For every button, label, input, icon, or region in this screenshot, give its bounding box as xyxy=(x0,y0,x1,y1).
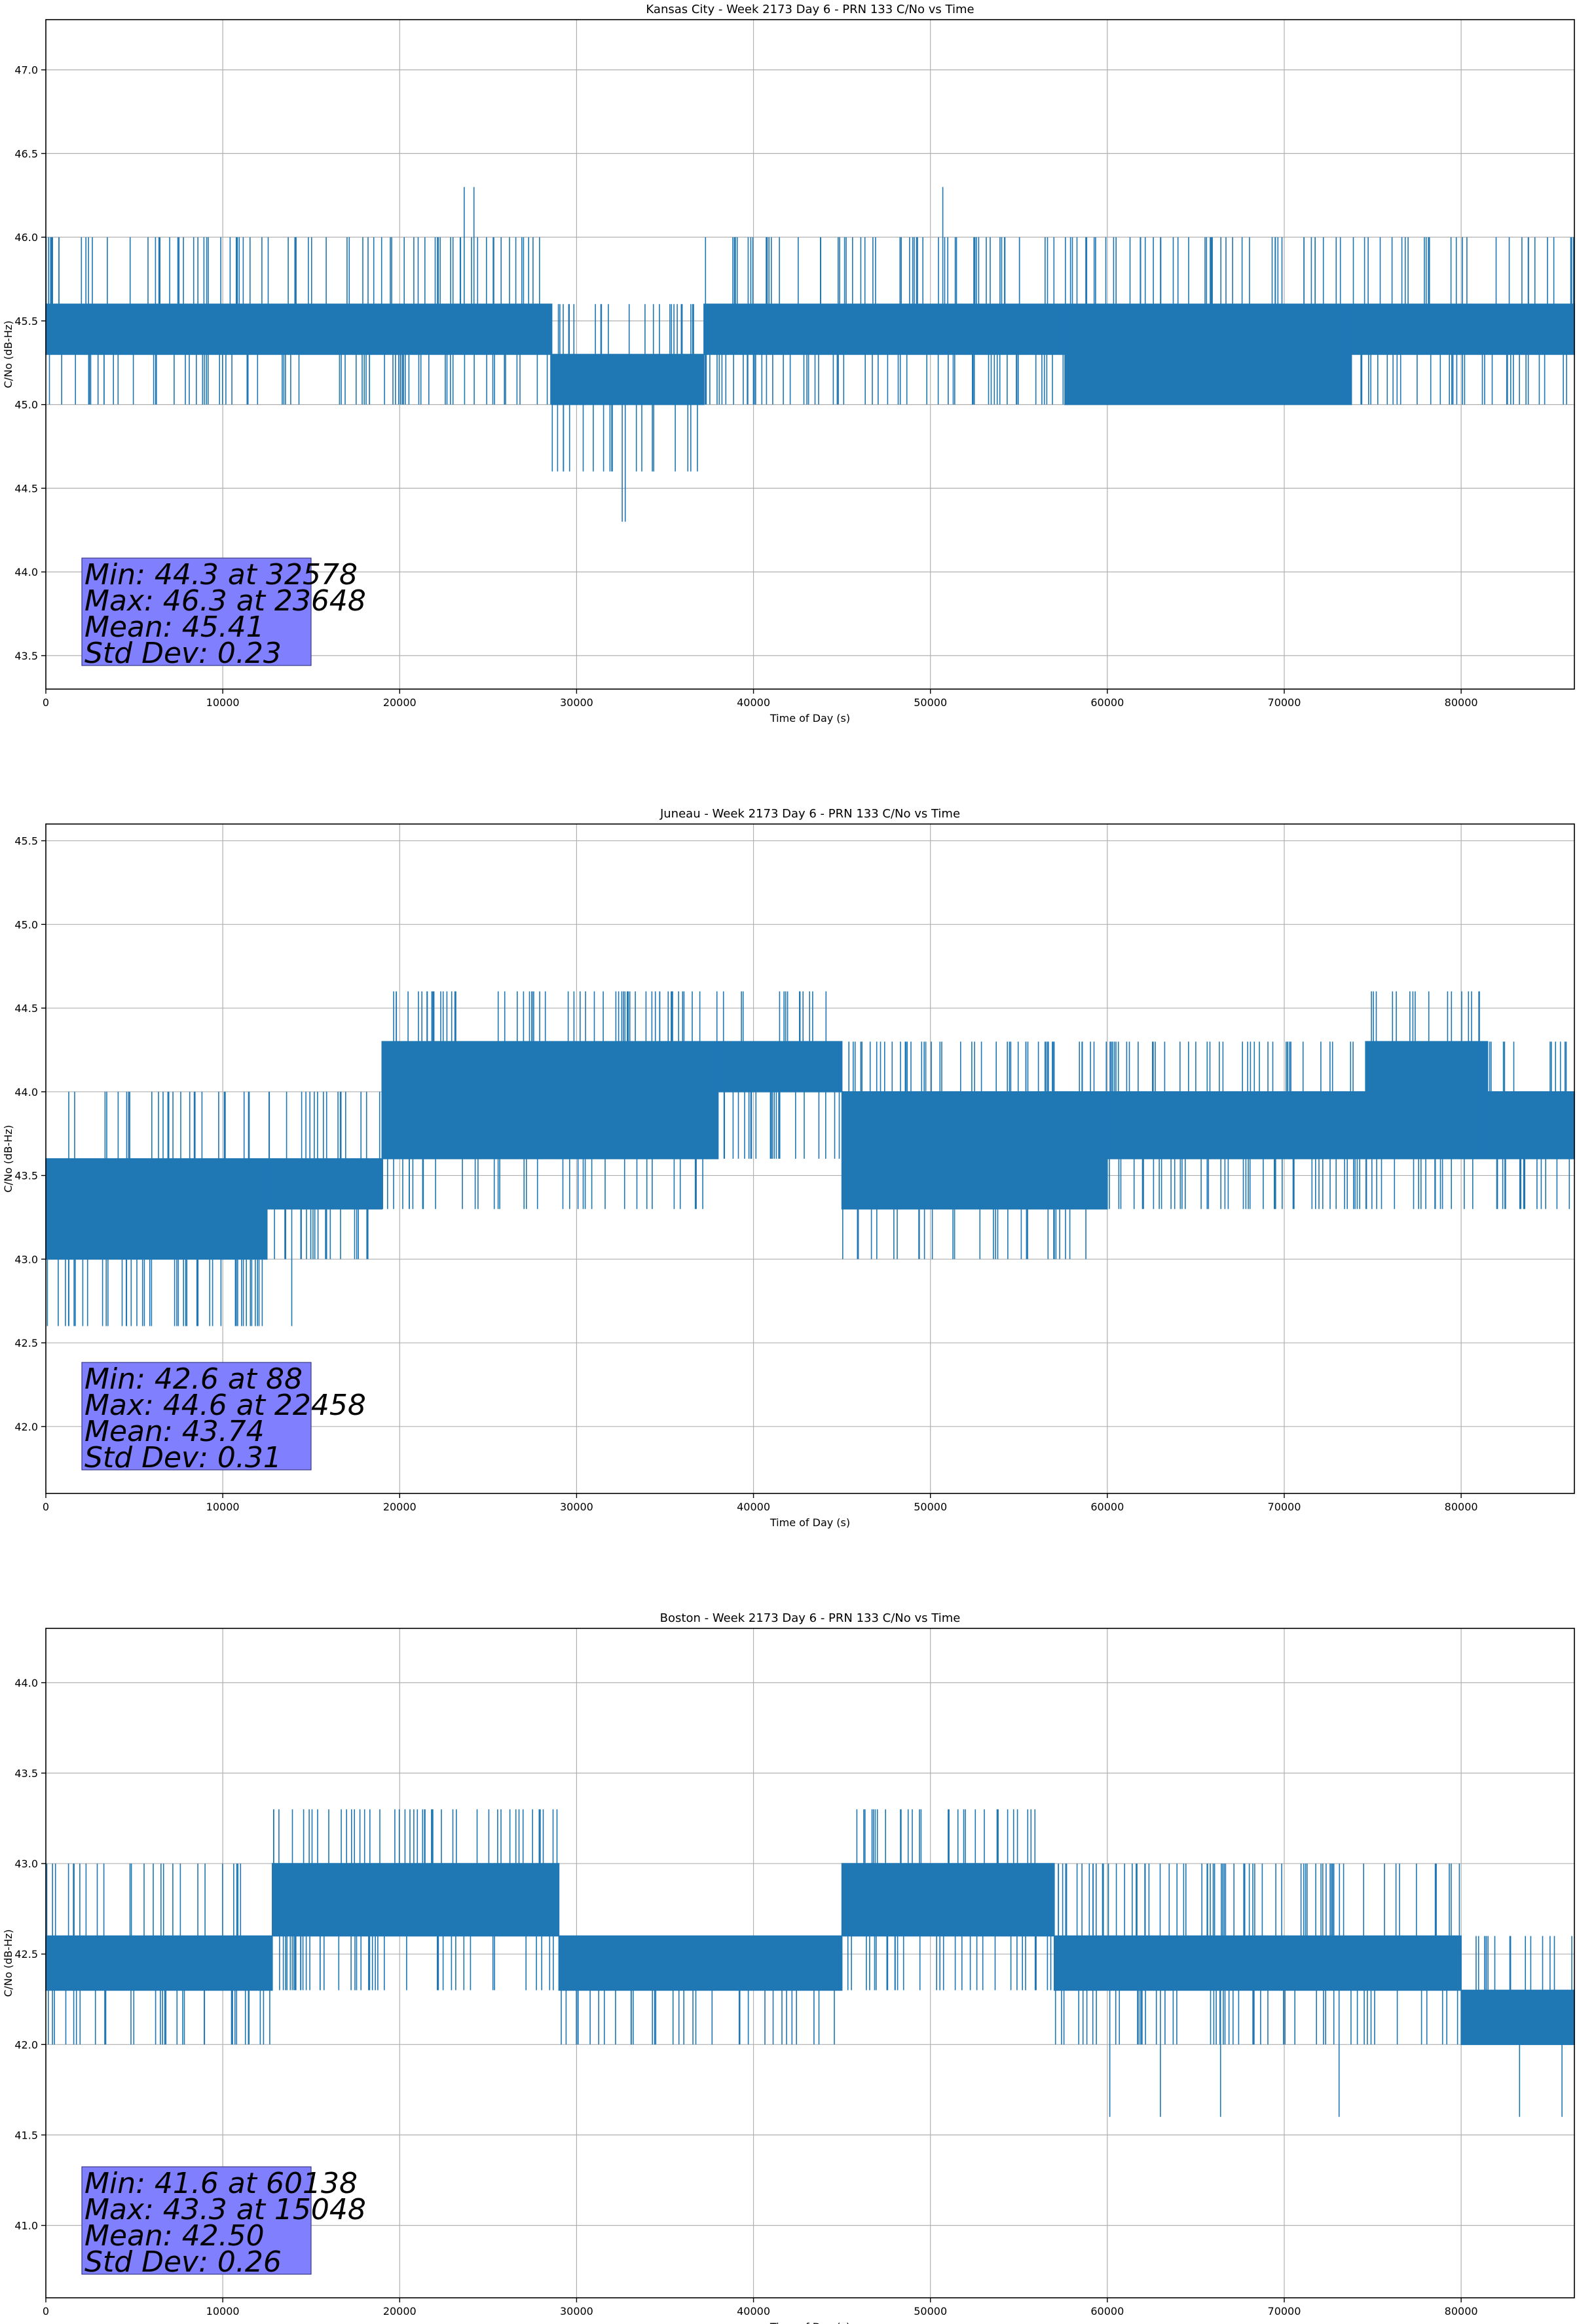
x-tick-label: 40000 xyxy=(737,2305,770,2317)
x-tick-label: 10000 xyxy=(206,1501,240,1513)
y-tick-label: 42.0 xyxy=(14,1421,38,1433)
stats-line: Min: 42.6 at 88 xyxy=(84,1362,303,1396)
chart-title: Juneau - Week 2173 Day 6 - PRN 133 C/No … xyxy=(659,807,960,821)
x-tick-label: 40000 xyxy=(737,696,770,709)
x-tick-label: 70000 xyxy=(1268,696,1301,709)
stats-line: Max: 43.3 at 15048 xyxy=(84,2193,366,2226)
x-tick-label: 20000 xyxy=(383,696,417,709)
stats-line: Max: 44.6 at 22458 xyxy=(84,1389,366,1422)
x-tick-label: 80000 xyxy=(1445,696,1478,709)
y-tick-label: 43.5 xyxy=(14,1170,38,1182)
x-axis-label: Time of Day (s) xyxy=(770,1516,850,1529)
y-tick-label: 47.0 xyxy=(14,64,38,77)
y-tick-label: 44.0 xyxy=(14,566,38,578)
plot-frame xyxy=(45,823,1575,1494)
x-tick-label: 70000 xyxy=(1268,2305,1301,2317)
x-tick-label: 50000 xyxy=(914,1501,947,1513)
x-tick-label: 10000 xyxy=(206,2305,240,2317)
x-tick-label: 30000 xyxy=(560,2305,593,2317)
y-tick-label: 44.5 xyxy=(14,1002,38,1015)
x-tick-label: 60000 xyxy=(1090,2305,1124,2317)
y-tick-label: 41.0 xyxy=(14,2220,38,2232)
stats-box xyxy=(81,1362,312,1471)
stats-line: Std Dev: 0.26 xyxy=(84,2245,282,2279)
chart-panel-1: 0 10000 20000 30000 40000 50000 60000 70000 8000… xyxy=(2,3,1575,724)
chart-title: Boston - Week 2173 Day 6 - PRN 133 C/No … xyxy=(660,1611,961,1625)
y-tick-label: 46.5 xyxy=(14,147,38,160)
y-tick-label: 45.5 xyxy=(14,315,38,328)
series-line xyxy=(45,991,1575,1326)
x-tick-label: 30000 xyxy=(560,696,593,709)
stats-line: Min: 41.6 at 60138 xyxy=(84,2167,358,2200)
x-tick-label: 0 xyxy=(43,696,49,709)
x-axis-label: Time of Day (s) xyxy=(770,2321,850,2324)
y-axis-label: C/No (dB-Hz) xyxy=(2,1125,14,1192)
chart-panel-3: 0 10000 20000 30000 40000 50000 60000 70000 8000… xyxy=(2,1611,1575,2324)
x-tick-label: 20000 xyxy=(383,2305,417,2317)
plot-frame xyxy=(45,19,1575,690)
y-tick-label: 46.0 xyxy=(14,231,38,244)
y-tick-label: 45.0 xyxy=(14,399,38,411)
y-tick-label: 45.0 xyxy=(14,918,38,931)
x-tick-label: 60000 xyxy=(1090,696,1124,709)
y-tick-label: 43.0 xyxy=(14,1253,38,1265)
y-tick-label: 45.5 xyxy=(14,835,38,848)
x-tick-label: 0 xyxy=(43,2305,49,2317)
y-tick-label: 43.5 xyxy=(14,1767,38,1780)
stats-box xyxy=(81,2166,312,2275)
x-tick-label: 80000 xyxy=(1445,1501,1478,1513)
x-tick-label: 10000 xyxy=(206,696,240,709)
stats-line: Mean: 42.50 xyxy=(84,2219,265,2253)
y-tick-label: 44.0 xyxy=(14,1086,38,1098)
stats-box xyxy=(81,557,312,666)
x-tick-label: 40000 xyxy=(737,1501,770,1513)
plot-frame xyxy=(45,1628,1575,2298)
series-line xyxy=(45,1809,1575,2117)
y-axis-label: C/No (dB-Hz) xyxy=(2,1929,14,1996)
x-tick-label: 70000 xyxy=(1268,1501,1301,1513)
y-tick-label: 44.5 xyxy=(14,482,38,495)
y-tick-label: 42.5 xyxy=(14,1948,38,1960)
y-tick-label: 42.5 xyxy=(14,1337,38,1349)
x-tick-label: 50000 xyxy=(914,2305,947,2317)
stats-line: Std Dev: 0.31 xyxy=(84,1441,282,1474)
chart-title: Kansas City - Week 2173 Day 6 - PRN 133 … xyxy=(646,3,974,16)
y-tick-label: 44.0 xyxy=(14,1677,38,1689)
stats-line: Std Dev: 0.23 xyxy=(84,637,282,670)
x-tick-label: 50000 xyxy=(914,696,947,709)
series-line xyxy=(45,187,1575,522)
x-tick-label: 80000 xyxy=(1445,2305,1478,2317)
y-tick-label: 42.0 xyxy=(14,2038,38,2051)
stats-line: Max: 46.3 at 23648 xyxy=(84,584,366,618)
y-axis-label: C/No (dB-Hz) xyxy=(2,320,14,388)
y-tick-label: 41.5 xyxy=(14,2129,38,2141)
y-tick-label: 43.5 xyxy=(14,650,38,662)
stats-line: Mean: 45.41 xyxy=(84,610,265,644)
chart-panel-2: 0 10000 20000 30000 40000 50000 60000 70000 8000… xyxy=(2,807,1575,1529)
y-tick-label: 43.0 xyxy=(14,1858,38,1870)
x-tick-label: 20000 xyxy=(383,1501,417,1513)
stats-line: Min: 44.3 at 32578 xyxy=(84,558,358,591)
x-tick-label: 60000 xyxy=(1090,1501,1124,1513)
x-axis-label: Time of Day (s) xyxy=(770,712,850,724)
x-tick-label: 0 xyxy=(43,1501,49,1513)
stats-line: Mean: 43.74 xyxy=(84,1415,265,1448)
x-tick-label: 30000 xyxy=(560,1501,593,1513)
